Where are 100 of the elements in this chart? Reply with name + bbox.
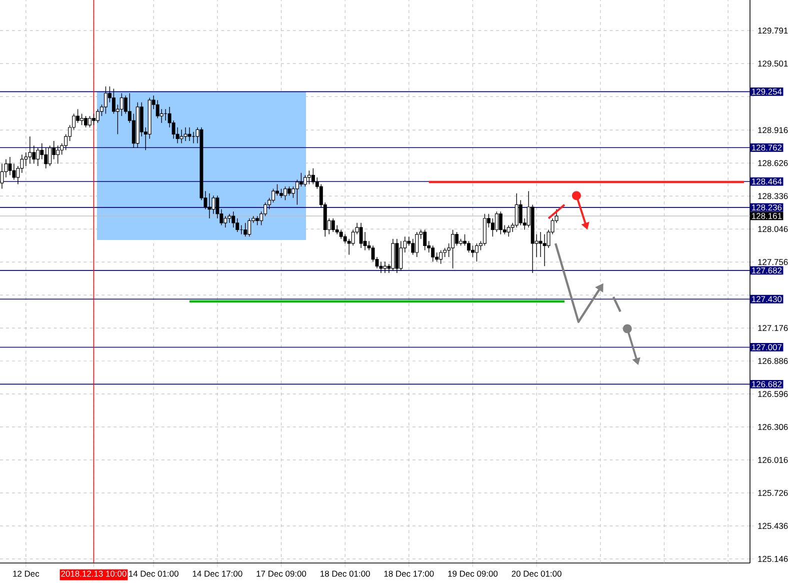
candlestick (498, 211, 502, 235)
candlestick (379, 261, 383, 274)
x-tick-label: 17 Dec 09:00 (256, 570, 306, 577)
candlestick (84, 116, 88, 128)
ref-line-label: 127.430 (752, 296, 782, 302)
candlestick (339, 229, 343, 240)
candlestick (120, 92, 124, 116)
candlestick (36, 148, 40, 166)
candlestick (335, 224, 339, 235)
y-tick-label: 128.046 (758, 226, 788, 232)
candlestick (0, 163, 4, 190)
candlestick (399, 240, 403, 272)
candlestick (28, 136, 32, 164)
candlestick (411, 238, 415, 256)
candlestick (104, 86, 108, 114)
candlestick (52, 140, 56, 160)
candlestick (212, 195, 216, 214)
candlestick (295, 179, 299, 206)
candlestick (463, 234, 467, 246)
candlestick (96, 108, 100, 124)
y-tick-label: 125.726 (758, 490, 788, 496)
candlestick (272, 188, 276, 203)
candlestick (467, 240, 470, 253)
candlestick (8, 156, 12, 176)
candlestick (451, 229, 455, 269)
y-tick-label: 129.791 (758, 28, 788, 34)
candlestick (248, 218, 252, 237)
candlestick (359, 222, 363, 248)
candlestick (455, 232, 459, 246)
y-tick-label: 129.501 (758, 60, 788, 67)
candlestick (256, 216, 260, 226)
candlestick (506, 224, 510, 237)
ref-line-label: 127.007 (752, 344, 782, 350)
candlestick (236, 218, 240, 232)
x-tick-label: 14 Dec 01:00 (129, 570, 178, 577)
ref-line-label: 126.682 (752, 381, 782, 388)
ref-line-label: 127.682 (752, 267, 782, 274)
ref-line-label: 128.762 (752, 144, 782, 151)
candlestick (216, 195, 220, 219)
ref-line-label: 128.236 (752, 204, 782, 210)
x-tick-label: 18 Dec 01:00 (320, 570, 370, 577)
candlestick (494, 211, 498, 232)
candlestick (514, 193, 518, 228)
candlestick (188, 127, 192, 142)
candlestick (299, 172, 303, 187)
candlestick (80, 113, 84, 126)
y-tick-label: 125.146 (758, 556, 788, 562)
candlestick (180, 129, 184, 144)
candlestick (48, 145, 52, 166)
candlestick (542, 234, 546, 266)
candlestick (76, 108, 80, 124)
x-tick-label: 14 Dec 17:00 (192, 570, 242, 577)
candlestick (88, 116, 92, 128)
candlestick (303, 174, 307, 187)
y-tick-label: 126.596 (758, 390, 788, 397)
ref-line-label: 129.254 (752, 88, 782, 95)
candlestick (383, 261, 387, 274)
candlestick (112, 88, 116, 114)
candlestick (443, 248, 447, 258)
candlestick (44, 148, 48, 169)
y-tick-label: 127.176 (758, 325, 788, 332)
candlestick (307, 170, 311, 185)
y-tick-label: 126.016 (758, 456, 788, 463)
y-tick-label: 127.756 (758, 259, 788, 266)
candlestick (474, 243, 478, 262)
y-tick-label: 126.306 (758, 424, 788, 430)
y-tick-label: 128.626 (758, 160, 788, 166)
candlestick (160, 108, 164, 124)
candlestick (331, 218, 335, 232)
candlestick (156, 100, 160, 119)
candlestick (471, 245, 474, 258)
y-tick-label: 128.336 (758, 193, 788, 200)
candlestick (40, 142, 44, 160)
x-tick-label: 18 Dec 17:00 (384, 570, 434, 577)
x-tick-label: 12 Dec (13, 570, 40, 577)
candlestick (415, 232, 419, 258)
candlestick (423, 229, 427, 251)
candlestick (284, 186, 287, 201)
candlestick (311, 168, 315, 185)
candlestick (228, 213, 232, 224)
candlestick (244, 222, 248, 237)
x-tick-label: 20 Dec 01:00 (512, 570, 562, 577)
candlestick (287, 186, 291, 196)
candlestick (280, 188, 283, 198)
y-tick-label: 125.436 (758, 522, 788, 529)
y-tick-label: 126.886 (758, 358, 788, 364)
candlestick (92, 113, 96, 126)
x-tick-label: 2018.12.13 10:00 (61, 570, 126, 577)
ref-line-label: 128.161 (752, 212, 782, 219)
ref-line-label: 128.464 (752, 178, 782, 185)
candlestick (184, 127, 188, 142)
candlestick (439, 250, 443, 264)
candlestick (56, 145, 60, 164)
y-tick-label: 128.916 (758, 127, 788, 134)
candlestick (232, 211, 236, 228)
candlestick (518, 200, 522, 226)
x-tick-label: 19 Dec 09:00 (448, 570, 498, 577)
candlestick (431, 245, 435, 262)
candlestick (208, 193, 212, 219)
candlestick (224, 216, 228, 228)
